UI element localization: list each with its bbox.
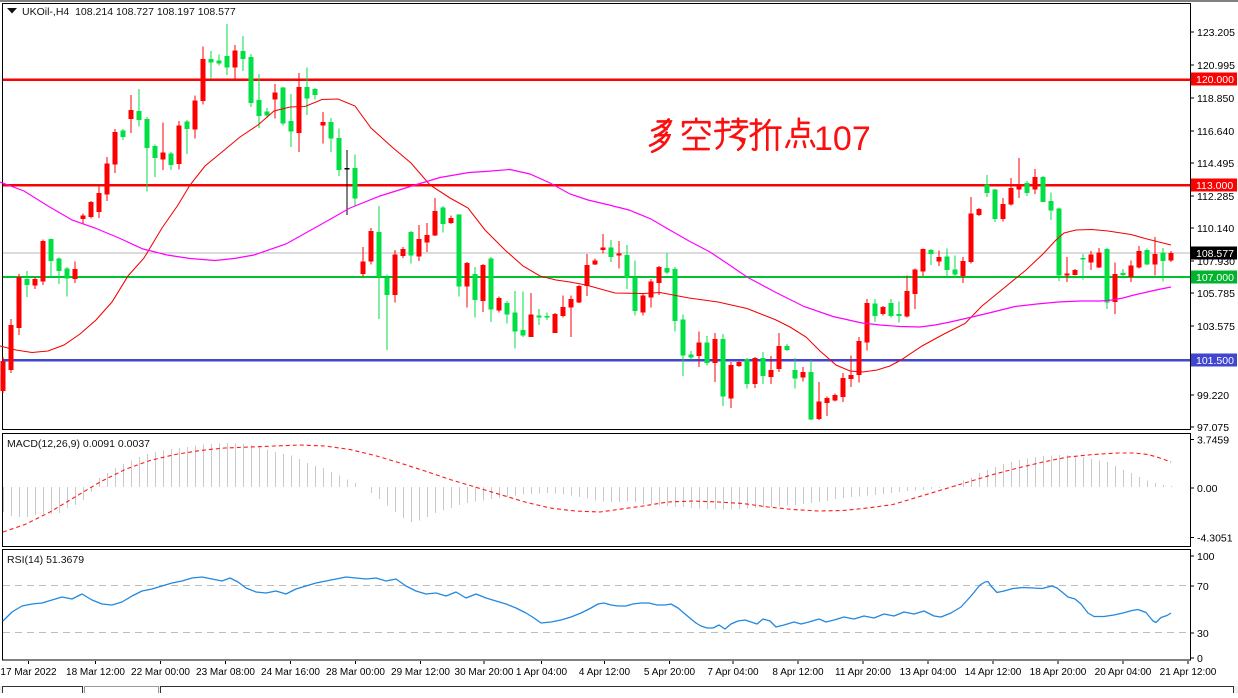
svg-text:MACD(12,26,9) 0.0091 0.0037: MACD(12,26,9) 0.0091 0.0037 xyxy=(7,438,150,450)
svg-text:108.577: 108.577 xyxy=(1196,248,1234,260)
svg-text:105.785: 105.785 xyxy=(1197,288,1235,300)
svg-text:100: 100 xyxy=(1197,551,1215,563)
svg-text:101.500: 101.500 xyxy=(1196,355,1234,367)
svg-text:114.495: 114.495 xyxy=(1197,158,1234,170)
svg-text:70: 70 xyxy=(1197,581,1209,593)
svg-text:8 Apr 12:00: 8 Apr 12:00 xyxy=(772,667,824,678)
svg-text:29 Mar 12:00: 29 Mar 12:00 xyxy=(391,667,450,678)
svg-text:1 Apr 04:00: 1 Apr 04:00 xyxy=(516,667,568,678)
svg-text:118.850: 118.850 xyxy=(1197,93,1234,105)
svg-text:30 Mar 20:00: 30 Mar 20:00 xyxy=(455,667,514,678)
svg-text:0.00: 0.00 xyxy=(1197,483,1218,495)
svg-text:110.140: 110.140 xyxy=(1197,223,1234,235)
svg-text:116.640: 116.640 xyxy=(1197,126,1234,138)
svg-text:28 Mar 00:00: 28 Mar 00:00 xyxy=(326,667,385,678)
svg-text:3.7459: 3.7459 xyxy=(1197,435,1229,447)
svg-text:120.995: 120.995 xyxy=(1197,60,1235,72)
svg-text:21 Apr 12:00: 21 Apr 12:00 xyxy=(1160,667,1217,678)
svg-text:112.285: 112.285 xyxy=(1197,191,1234,203)
svg-text:0: 0 xyxy=(1197,653,1203,665)
svg-text:20 Apr 04:00: 20 Apr 04:00 xyxy=(1095,667,1152,678)
svg-text:13 Apr 04:00: 13 Apr 04:00 xyxy=(900,667,957,678)
svg-text:17 Mar 2022: 17 Mar 2022 xyxy=(0,667,57,678)
svg-text:14 Apr 12:00: 14 Apr 12:00 xyxy=(965,667,1022,678)
svg-text:7 Apr 04:00: 7 Apr 04:00 xyxy=(707,667,759,678)
svg-text:5 Apr 20:00: 5 Apr 20:00 xyxy=(644,667,696,678)
svg-text:107: 107 xyxy=(814,120,871,158)
svg-text:-4.3051: -4.3051 xyxy=(1197,533,1233,545)
svg-text:97.075: 97.075 xyxy=(1197,422,1229,434)
svg-text:123.205: 123.205 xyxy=(1197,27,1235,39)
svg-text:24 Mar 16:00: 24 Mar 16:00 xyxy=(261,667,320,678)
svg-text:23 Mar 08:00: 23 Mar 08:00 xyxy=(196,667,255,678)
svg-text:22 Mar 00:00: 22 Mar 00:00 xyxy=(131,667,190,678)
svg-text:18 Apr 20:00: 18 Apr 20:00 xyxy=(1030,667,1087,678)
svg-text:11 Apr 20:00: 11 Apr 20:00 xyxy=(835,667,891,678)
svg-text:4 Apr 12:00: 4 Apr 12:00 xyxy=(579,667,631,678)
svg-text:107.000: 107.000 xyxy=(1196,272,1234,284)
svg-text:RSI(14) 51.3679: RSI(14) 51.3679 xyxy=(7,554,84,566)
svg-text:120.000: 120.000 xyxy=(1196,74,1234,86)
svg-text:113.000: 113.000 xyxy=(1196,180,1233,192)
svg-text:103.575: 103.575 xyxy=(1197,321,1235,333)
svg-text:UKOil-,H4 108.214 108.727 108: UKOil-,H4 108.214 108.727 108.197 108.57… xyxy=(22,6,236,18)
svg-text:99.220: 99.220 xyxy=(1197,390,1229,402)
svg-text:18 Mar 12:00: 18 Mar 12:00 xyxy=(66,667,125,678)
svg-text:30: 30 xyxy=(1197,628,1209,640)
